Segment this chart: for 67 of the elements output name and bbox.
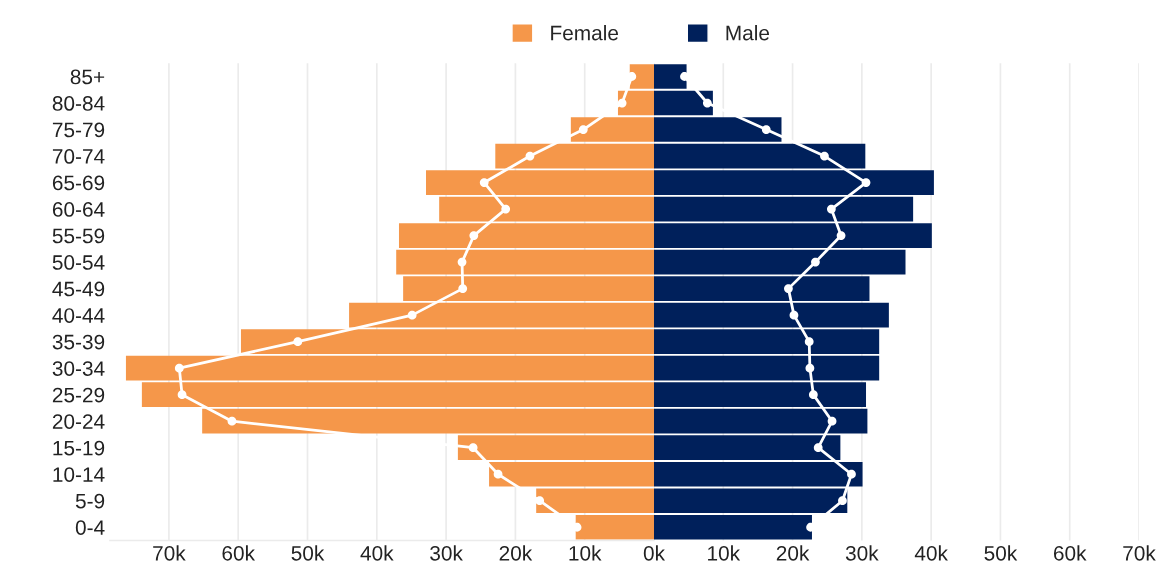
point bbox=[469, 231, 479, 240]
x-tick-label: 50k bbox=[984, 545, 1018, 561]
point bbox=[761, 125, 771, 134]
point bbox=[458, 284, 468, 294]
x-tick-label: 10k bbox=[708, 545, 741, 561]
x-tick-label: 60k bbox=[222, 545, 256, 561]
point bbox=[808, 390, 818, 400]
point bbox=[805, 363, 815, 373]
point bbox=[227, 416, 237, 426]
y-tick-label: 45-49 bbox=[52, 281, 105, 297]
point bbox=[525, 151, 535, 161]
point bbox=[177, 390, 187, 400]
y-tick-label: 0-4 bbox=[75, 520, 105, 535]
y-tick-label: 10-14 bbox=[53, 467, 105, 482]
point bbox=[479, 178, 489, 187]
x-tick-label: 40k bbox=[360, 545, 394, 561]
x-tick-label: 50k bbox=[291, 545, 325, 561]
point bbox=[826, 204, 836, 214]
x-tick-label: 10k bbox=[569, 545, 602, 561]
point bbox=[838, 496, 847, 506]
x-tick-label: 20k bbox=[776, 545, 810, 561]
x-tick-label: 30k bbox=[845, 545, 879, 561]
x-tick-label: 70k bbox=[153, 545, 186, 561]
y-tick-label: 50-54 bbox=[52, 255, 105, 270]
point bbox=[457, 257, 467, 267]
y-tick-label: 5-9 bbox=[75, 493, 105, 509]
y-tick-label: 60-64 bbox=[52, 202, 105, 217]
y-tick-label: 80-84 bbox=[52, 96, 105, 111]
x-tick-label: 60k bbox=[1053, 545, 1087, 561]
x-tick-label: 70k bbox=[1123, 545, 1156, 561]
point bbox=[407, 310, 417, 320]
point bbox=[789, 310, 799, 320]
point bbox=[784, 284, 793, 294]
y-tick-label: 25-29 bbox=[52, 387, 105, 403]
x-tick-label: 0k bbox=[643, 545, 666, 561]
point bbox=[578, 125, 588, 134]
point bbox=[501, 204, 511, 214]
y-tick-label: 20-24 bbox=[52, 414, 105, 429]
point bbox=[804, 337, 814, 347]
legend-label: Male bbox=[726, 25, 770, 41]
y-tick-label: 35-39 bbox=[52, 334, 105, 350]
y-tick-label: 85+ bbox=[70, 69, 105, 85]
point bbox=[535, 496, 545, 506]
point bbox=[811, 257, 820, 267]
point bbox=[836, 231, 846, 240]
y-tick-label: 15-19 bbox=[53, 440, 105, 456]
point bbox=[861, 178, 871, 187]
y-tick-label: 55-59 bbox=[52, 228, 105, 244]
point bbox=[820, 151, 829, 161]
point bbox=[617, 98, 627, 108]
x-tick-label: 30k bbox=[430, 545, 463, 561]
x-tick-label: 20k bbox=[499, 545, 533, 561]
y-tick-label: 65-69 bbox=[52, 175, 105, 191]
point bbox=[813, 443, 823, 453]
point bbox=[702, 98, 712, 108]
point bbox=[174, 363, 184, 373]
legend-label: Female bbox=[551, 25, 619, 41]
y-tick-label: 40-44 bbox=[52, 308, 105, 323]
y-tick-label: 30-34 bbox=[52, 361, 105, 376]
point bbox=[293, 337, 303, 347]
point bbox=[827, 416, 837, 426]
x-tick-label: 40k bbox=[914, 545, 948, 561]
y-tick-label: 70-74 bbox=[52, 149, 105, 164]
point bbox=[468, 443, 478, 453]
y-tick-label: 75-79 bbox=[52, 122, 105, 138]
point bbox=[847, 469, 856, 479]
point bbox=[493, 469, 503, 479]
